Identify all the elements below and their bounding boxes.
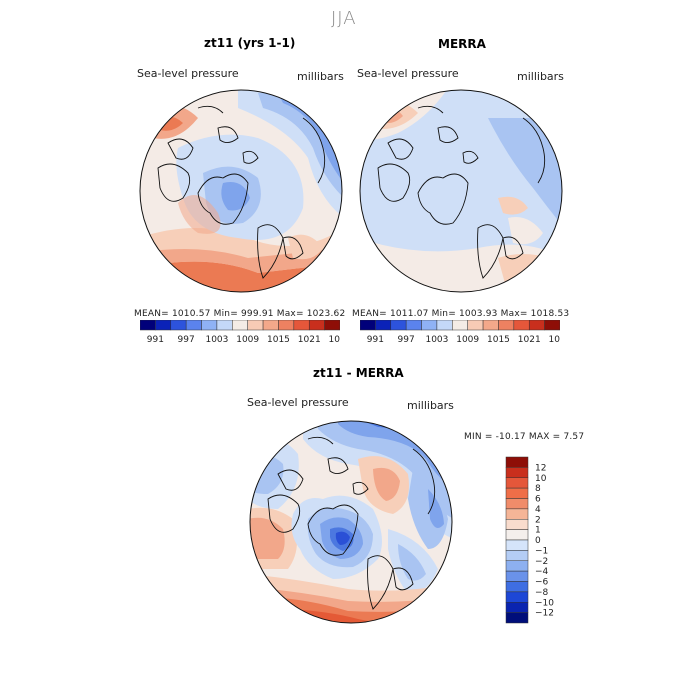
panel1-colorbar-tick-label: 1015 bbox=[267, 335, 290, 345]
panel1-colorbar-tick-label: 1009 bbox=[236, 335, 259, 345]
panel3-colorbar-tick-label: 0 bbox=[535, 536, 541, 546]
panel2-map bbox=[359, 89, 563, 293]
panel3-colorbar-swatch bbox=[505, 560, 529, 572]
panel3-colorbar-tick-label: 12 bbox=[535, 463, 546, 473]
panel1-units-label: millibars bbox=[297, 70, 344, 83]
panel1-colorbar-swatch bbox=[232, 320, 248, 331]
panel3-colorbar-swatch bbox=[505, 508, 529, 520]
panel1-colorbar-swatch bbox=[170, 320, 187, 331]
panel2-colorbar-tick-label: 997 bbox=[398, 335, 415, 345]
panel1-colorbar-swatch bbox=[140, 320, 156, 331]
panel3-variable-label: Sea-level pressure bbox=[247, 396, 349, 409]
panel2-title: MERRA bbox=[438, 37, 486, 51]
panel2-stats: MEAN= 1011.07 Min= 1003.93 Max= 1018.53 bbox=[352, 309, 570, 319]
panel2-colorbar-tick-label: 1015 bbox=[487, 335, 510, 345]
panel3-colorbar-tick-label: −4 bbox=[535, 567, 549, 577]
panel2-colorbar-swatch bbox=[498, 320, 515, 331]
panel2-colorbar-swatch bbox=[390, 320, 407, 331]
panel1-colorbar-swatch bbox=[308, 320, 325, 331]
panel1-colorbar-tick-label: 1021 bbox=[298, 335, 321, 345]
panel3-map bbox=[249, 420, 453, 624]
panel1-colorbar-swatch bbox=[155, 320, 172, 331]
panel3-min-max: MIN = -10.17 MAX = 7.57 bbox=[464, 432, 585, 442]
panel2-colorbar-swatch bbox=[436, 320, 453, 331]
panel3-colorbar-tick-label: −12 bbox=[535, 609, 554, 619]
panel3-colorbar-swatch bbox=[505, 570, 529, 582]
panel2-colorbar-swatch bbox=[528, 320, 545, 331]
panel3-colorbar-swatch bbox=[505, 477, 529, 489]
panel1-map bbox=[139, 89, 343, 293]
panel2-colorbar-tick-label: 1021 bbox=[518, 335, 541, 345]
panel3-colorbar-swatch bbox=[505, 529, 529, 541]
panel1-colorbar-swatch bbox=[262, 320, 279, 331]
panel3-colorbar-tick-label: 1 bbox=[535, 526, 541, 536]
panel1-colorbar-swatch bbox=[247, 320, 264, 331]
panel2-colorbar-swatch bbox=[375, 320, 392, 331]
panel3-colorbar-swatch bbox=[505, 612, 529, 624]
panel1-colorbar-swatch bbox=[185, 320, 202, 331]
panel1-colorbar-swatch bbox=[278, 320, 295, 331]
panel2-colorbar-swatch bbox=[452, 320, 468, 331]
panel2-colorbar-tick-label: 1003 bbox=[425, 335, 448, 345]
panel1-stats: MEAN= 1010.57 Min= 999.91 Max= 1023.62 bbox=[134, 309, 346, 319]
panel1-colorbar-swatch bbox=[216, 320, 233, 331]
panel3-colorbar-swatch bbox=[505, 550, 529, 561]
panel3-colorbar-tick-label: −8 bbox=[535, 588, 549, 598]
panel3-colorbar-swatch bbox=[505, 456, 529, 468]
panel2-colorbar-swatch bbox=[405, 320, 422, 331]
panel1-title: zt11 (yrs 1-1) bbox=[204, 36, 296, 50]
panel2-colorbar-tick-label: 1027 bbox=[549, 335, 560, 345]
panel2-units-label: millibars bbox=[517, 70, 564, 83]
panel2-colorbar-swatch bbox=[513, 320, 530, 331]
panel1-colorbar-swatch bbox=[201, 320, 218, 331]
panel3-colorbar-swatch bbox=[505, 487, 529, 499]
panel3-colorbar-swatch bbox=[505, 467, 529, 478]
panel1-colorbar-swatch bbox=[324, 320, 340, 331]
panel1-colorbar: 991997100310091015102110271033 bbox=[140, 320, 340, 345]
panel3-colorbar-swatch bbox=[505, 519, 529, 530]
panel3-colorbar-tick-label: 4 bbox=[535, 505, 541, 515]
panel2-colorbar-tick-label: 1009 bbox=[456, 335, 479, 345]
panel3-colorbar-tick-label: −1 bbox=[535, 546, 548, 556]
panel1-colorbar-tick-label: 1027 bbox=[329, 335, 340, 345]
panel3-title: zt11 - MERRA bbox=[313, 366, 404, 380]
panel2-colorbar-swatch bbox=[360, 320, 376, 331]
panel3-colorbar-swatch bbox=[505, 602, 529, 613]
panel1-colorbar-tick-label: 991 bbox=[147, 335, 164, 345]
panel3-colorbar-tick-label: −6 bbox=[535, 578, 549, 588]
panel1-colorbar-tick-label: 997 bbox=[178, 335, 195, 345]
panel3-colorbar-tick-label: 2 bbox=[535, 515, 541, 525]
panel2-colorbar-swatch bbox=[482, 320, 499, 331]
panel2-colorbar: 991997100310091015102110271033 bbox=[360, 320, 560, 345]
panel3-colorbar-tick-label: −2 bbox=[535, 557, 548, 567]
panel3-colorbar-tick-label: 8 bbox=[535, 484, 541, 494]
panel3-units-label: millibars bbox=[407, 399, 454, 412]
panel2-colorbar-swatch bbox=[467, 320, 484, 331]
panel2-colorbar-tick-label: 991 bbox=[367, 335, 384, 345]
panel3-colorbar-tick-label: 10 bbox=[535, 474, 547, 484]
panel2-variable-label: Sea-level pressure bbox=[357, 67, 459, 80]
panel3-colorbar-swatch bbox=[505, 581, 529, 593]
season-title: JJA bbox=[331, 8, 357, 29]
panel3-colorbar-tick-label: −10 bbox=[535, 598, 554, 608]
panel1-colorbar-swatch bbox=[293, 320, 310, 331]
panel1-variable-label: Sea-level pressure bbox=[137, 67, 239, 80]
panel3-colorbar-tick-label: 6 bbox=[535, 495, 541, 505]
panel3-colorbar-swatch bbox=[505, 498, 529, 510]
panel3-colorbar-swatch bbox=[505, 591, 529, 603]
panel1-colorbar-tick-label: 1003 bbox=[205, 335, 228, 345]
panel2-colorbar-swatch bbox=[544, 320, 560, 331]
panel2-colorbar-swatch bbox=[421, 320, 438, 331]
panel3-colorbar-swatch bbox=[505, 539, 529, 551]
